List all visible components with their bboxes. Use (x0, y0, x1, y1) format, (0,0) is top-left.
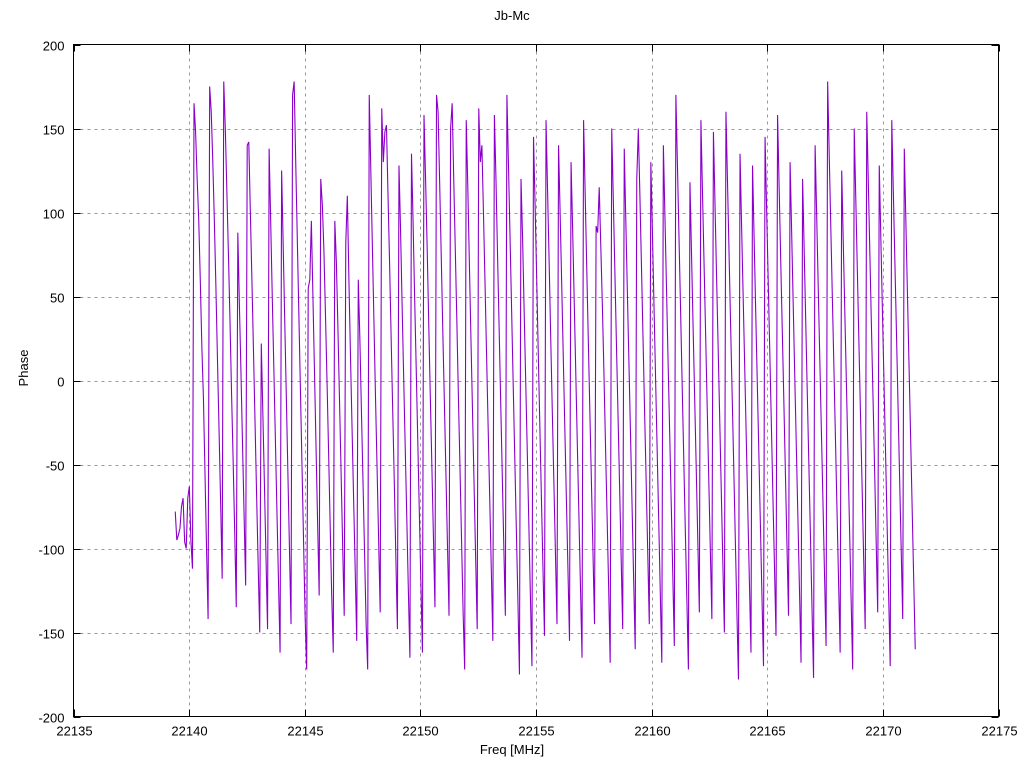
x-tick-label: 22165 (749, 724, 785, 739)
x-tick-label: 22150 (402, 724, 438, 739)
y-tick-label: -150 (38, 627, 64, 642)
data-series (174, 81, 916, 680)
y-tick-label: 50 (50, 291, 64, 306)
plot-border (72, 43, 1000, 718)
y-tick-label: 200 (43, 39, 65, 54)
x-tick-label: 22175 (981, 724, 1017, 739)
y-tick-label: 0 (57, 375, 64, 390)
x-axis-tick-labels: 22135 22140 22145 22150 22155 22160 22165 22170… (56, 724, 1017, 739)
chart-title: Jb-Mc (494, 8, 530, 23)
series-line (174, 81, 916, 680)
y-tick-label: 150 (43, 123, 65, 138)
y-tick-label: 100 (43, 207, 65, 222)
x-tick-label: 22170 (865, 724, 901, 739)
x-tick-label: 22135 (56, 724, 92, 739)
x-tick-label: 22160 (634, 724, 670, 739)
y-tick-label: -200 (38, 711, 64, 726)
y-tick-label: -50 (46, 459, 65, 474)
y-axis-tick-labels: -200 -150 -100 -50 0 50 100 150 200 (38, 39, 64, 726)
tick-marks (73, 44, 1001, 719)
x-axis-title: Freq [MHz] (479, 742, 545, 757)
x-tick-label: 22145 (287, 724, 323, 739)
y-axis-title: Phase (16, 349, 31, 387)
x-tick-label: 22155 (518, 724, 554, 739)
y-tick-label: -100 (38, 543, 64, 558)
x-tick-label: 22140 (171, 724, 207, 739)
